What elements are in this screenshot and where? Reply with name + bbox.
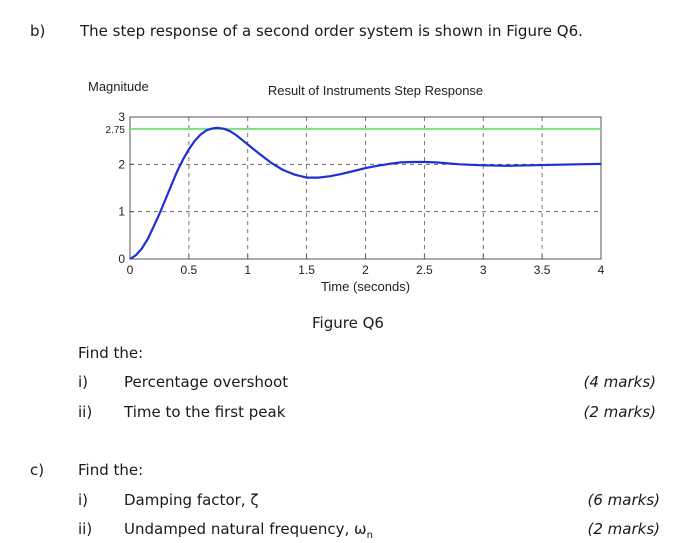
part-c-item-2-marks: (2 marks) [587, 520, 661, 538]
part-b-item-1-text: Percentage overshoot [124, 373, 289, 391]
y-tick-label: 1 [118, 205, 125, 219]
figure-caption: Figure Q6 [312, 314, 384, 332]
part-c-item-1-marks: (6 marks) [587, 491, 661, 509]
part-b-item-2-text: Time to the first peak [124, 403, 286, 421]
plot-frame [129, 116, 602, 260]
part-c-find-label: Find the: [78, 461, 144, 479]
part-c-label: c) [30, 461, 45, 479]
x-tick-label: 1.5 [298, 263, 315, 277]
x-tick-label: 2 [362, 263, 369, 277]
omega-subscript: n [366, 530, 373, 541]
y-axis-label: Magnitude [88, 79, 149, 94]
x-tick-label: 1 [244, 263, 251, 277]
part-b-item-1-marks: (4 marks) [583, 373, 657, 391]
part-c-item-1-num: i) [78, 491, 89, 509]
part-b-statement: The step response of a second order syst… [80, 22, 583, 40]
part-c-item-2-text: Undamped natural frequency, ω [124, 520, 367, 538]
series-layer [129, 126, 602, 260]
x-tick-label: 4 [598, 263, 605, 277]
y-tick-label: 3 [118, 110, 125, 124]
y-tick-label: 0 [118, 252, 125, 266]
x-tick-label: 0 [127, 263, 134, 277]
x-tick-label: 2.5 [416, 263, 433, 277]
part-b-find-label: Find the: [78, 344, 144, 362]
x-tick-label: 0.5 [181, 263, 198, 277]
x-axis-label: Time (seconds) [321, 279, 410, 294]
part-b-item-2-marks: (2 marks) [583, 403, 657, 421]
step-response-line [129, 126, 602, 260]
chart-grid [129, 116, 602, 260]
y-tick-label: 2 [118, 157, 125, 171]
x-tick-label: 3 [480, 263, 487, 277]
y-tick-label: 2.75 [106, 125, 126, 136]
part-c-item-1-text: Damping factor, ζ [124, 491, 259, 509]
part-b-label: b) [30, 22, 46, 40]
part-c-item-2-text-wrap: Undamped natural frequency, ωn [124, 520, 373, 541]
chart-title: Result of Instruments Step Response [268, 83, 483, 98]
part-b-item-1-num: i) [78, 373, 89, 391]
x-tick-label: 3.5 [534, 263, 551, 277]
part-b-item-2-num: ii) [78, 403, 93, 421]
part-c-item-2-num: ii) [78, 520, 93, 538]
